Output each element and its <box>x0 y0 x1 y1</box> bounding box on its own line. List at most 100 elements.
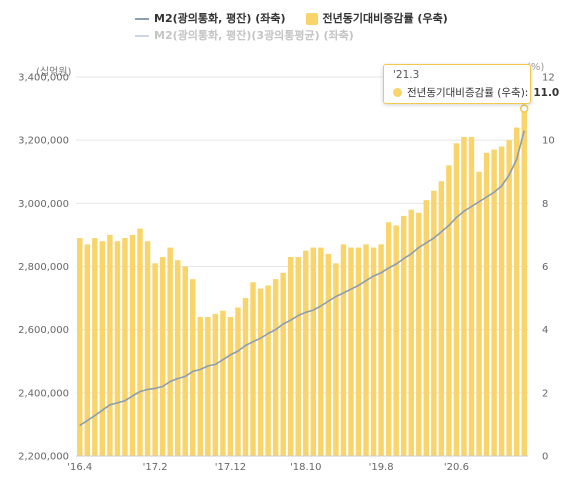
bar <box>506 140 512 456</box>
bar <box>227 317 234 456</box>
legend-item-m2[interactable]: M2(광의통화, 평잔) (좌축) <box>135 10 286 27</box>
bar <box>513 127 520 457</box>
bar <box>129 234 136 456</box>
bar <box>122 238 128 456</box>
legend-bar-swatch <box>305 12 318 25</box>
x-axis-tick-label: '16.4 <box>67 462 92 473</box>
bar <box>235 307 241 456</box>
bar <box>310 247 317 456</box>
bar <box>205 317 211 456</box>
bar <box>280 272 286 456</box>
bar <box>144 241 151 456</box>
bar <box>197 317 204 456</box>
left-axis-tick-label: 2,200,000 <box>18 452 69 463</box>
x-axis-tick-label: '20.6 <box>444 462 469 473</box>
left-axis-unit: (십억원) <box>36 67 72 78</box>
bar <box>167 247 173 456</box>
bar <box>295 257 301 456</box>
left-axis-tick-label: 2,600,000 <box>18 325 69 336</box>
legend-label-m2: M2(광의통화, 평잔) (좌축) <box>154 12 286 25</box>
bar <box>212 313 219 456</box>
bar <box>257 288 264 456</box>
tooltip-title: '21.3 <box>393 69 420 81</box>
highlight-point <box>519 104 529 113</box>
bar <box>287 257 294 456</box>
bar <box>99 241 106 456</box>
bar <box>333 263 339 456</box>
bar <box>521 108 527 456</box>
bar <box>318 247 324 456</box>
bar <box>431 190 437 456</box>
right-axis-tick-label: 6 <box>542 262 548 273</box>
tooltip: '21.3 전년동기대비증감률 (우축): 11.0 <box>383 64 559 104</box>
bar <box>114 241 121 456</box>
bar <box>340 244 347 456</box>
bar <box>393 225 399 456</box>
bar <box>220 310 226 456</box>
bar <box>476 171 482 456</box>
bar <box>303 250 309 456</box>
x-axis-tick-label: '18.10 <box>290 462 321 473</box>
legend: M2(광의통화, 평잔) (좌축) 전년동기대비증감률 (우축) M2(광의통화… <box>135 10 462 44</box>
bar <box>355 247 362 456</box>
legend-line-swatch <box>135 17 149 20</box>
bar <box>378 244 384 456</box>
bar <box>491 149 497 456</box>
legend-faded-line-swatch <box>135 34 149 37</box>
left-axis-tick-label: 3,400,000 <box>18 73 69 84</box>
bar <box>107 234 113 456</box>
right-axis-tick-label: 8 <box>542 199 548 210</box>
legend-item-m2-average[interactable]: M2(광의통화, 평잔)(3광의통평균) (좌축) <box>135 27 354 44</box>
bar <box>77 238 83 456</box>
bar <box>446 165 452 456</box>
x-axis-tick-label: '19.8 <box>369 462 394 473</box>
bar <box>265 285 271 456</box>
bar <box>182 266 188 456</box>
right-axis-tick-label: 0 <box>542 452 548 463</box>
bar <box>423 200 430 456</box>
x-axis-tick-label: '17.2 <box>143 462 168 473</box>
bar <box>438 181 445 456</box>
series-line <box>79 130 525 427</box>
x-axis-tick-label: '17.12 <box>215 462 246 473</box>
bar <box>416 212 422 456</box>
right-axis-tick-label: 2 <box>542 388 548 399</box>
bar <box>498 146 505 456</box>
legend-label-growth-rate: 전년동기대비증감률 (우축) <box>322 12 448 25</box>
bar <box>400 215 407 456</box>
legend-item-growth-rate[interactable]: 전년동기대비증감률 (우축) <box>305 10 448 27</box>
bar <box>325 253 332 456</box>
legend-label-m2-average: M2(광의통화, 평잔)(3광의통평균) (좌축) <box>154 29 354 42</box>
right-axis-tick-label: 10 <box>542 136 555 147</box>
tooltip-value: 11.0 <box>533 86 560 99</box>
bar <box>408 209 414 456</box>
bar <box>461 137 467 456</box>
bar <box>385 222 392 456</box>
bar <box>92 238 98 456</box>
bar <box>84 244 91 456</box>
bar <box>483 152 490 457</box>
bar <box>348 247 354 456</box>
bar <box>453 143 460 456</box>
bar <box>137 228 143 456</box>
bar <box>242 298 249 456</box>
left-axis-tick-label: 3,000,000 <box>18 199 69 210</box>
bar <box>250 282 256 456</box>
bar <box>363 244 369 456</box>
bar <box>174 260 181 456</box>
bar <box>190 279 196 456</box>
tooltip-row: 전년동기대비증감률 (우축): 11.0 <box>393 85 559 100</box>
left-axis-tick-label: 3,200,000 <box>18 136 69 147</box>
right-axis-tick-label: 4 <box>542 325 548 336</box>
bar <box>159 257 166 456</box>
right-axis-unit: (%) <box>527 62 545 73</box>
right-axis-tick-label: 12 <box>542 73 555 84</box>
bar <box>370 247 377 456</box>
bar <box>272 279 279 456</box>
bar <box>152 263 158 456</box>
left-axis-tick-label: 2,400,000 <box>18 388 69 399</box>
tooltip-label: 전년동기대비증감률 (우축): <box>407 87 529 99</box>
left-axis-tick-label: 2,800,000 <box>18 262 69 273</box>
tooltip-dot-icon <box>393 88 402 97</box>
